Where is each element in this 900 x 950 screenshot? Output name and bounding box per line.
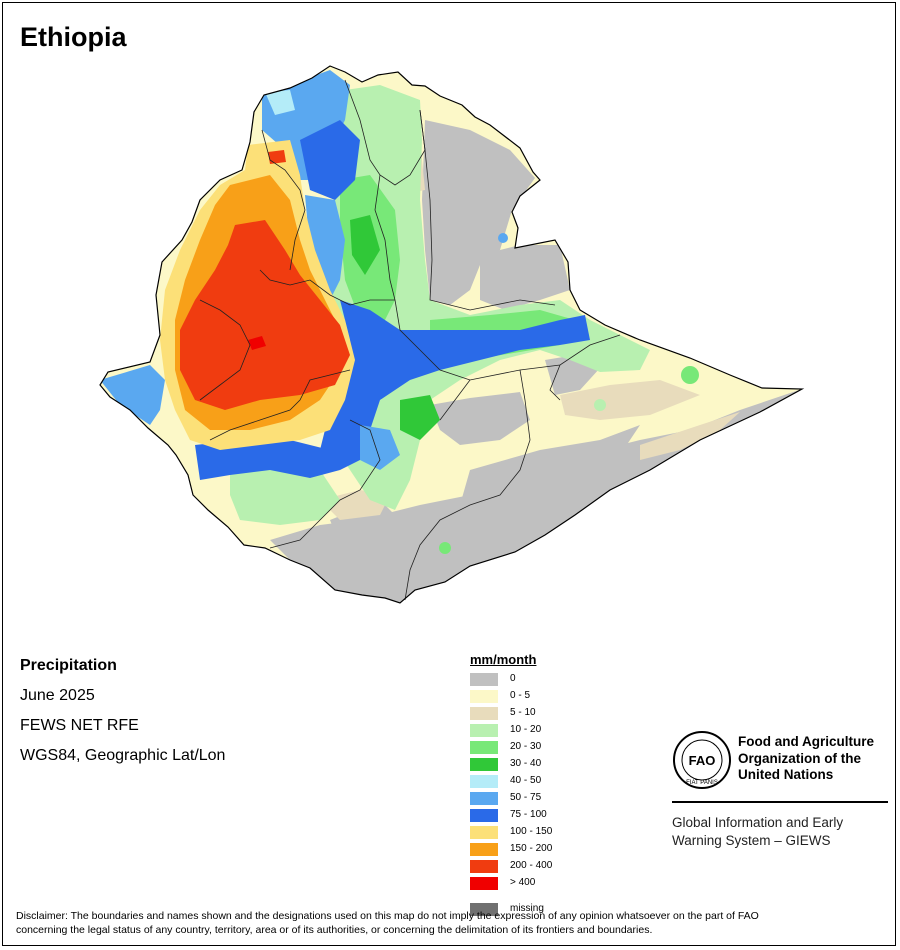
zone-zero-afar (422, 120, 535, 305)
legend-swatch (470, 741, 498, 754)
region-boundaries (199, 79, 621, 601)
speck-east2 (594, 399, 606, 411)
zone-10-20-sw (230, 465, 340, 525)
legend-swatch (470, 843, 498, 856)
zone-over-400 (248, 336, 266, 350)
fao-name-line1: Food and Agriculture (738, 734, 874, 749)
zone-5-10-east (560, 380, 700, 420)
legend-label: 20 - 30 (510, 741, 542, 752)
legend-label: 30 - 40 (510, 758, 542, 769)
giews-name: Global Information and Early Warning Sys… (672, 814, 888, 850)
zone-5-10-se (640, 412, 740, 460)
fao-logo-icon: FAO FIAT PANIS (673, 731, 731, 789)
zone-50-75-south (360, 425, 400, 470)
legend-label: 50 - 75 (510, 792, 542, 803)
zone-200-400 (180, 220, 350, 410)
legend-label: 10 - 20 (510, 724, 542, 735)
fao-name: Food and Agriculture Organization of the… (738, 734, 898, 784)
zone-zero-east (480, 245, 570, 310)
legend-swatch (470, 707, 498, 720)
rainfall-raster (100, 66, 802, 603)
disclaimer: Disclaimer: The boundaries and names sho… (16, 909, 886, 937)
legend-label: missing (510, 903, 544, 914)
fao-name-line2: Organization of the (738, 750, 861, 766)
zone-30-40-south (400, 395, 440, 440)
legend-label: 75 - 100 (510, 809, 547, 820)
giews-line1: Global Information and Early (672, 815, 844, 830)
speck-south (439, 542, 451, 554)
speck-afar (498, 233, 508, 243)
zone-75-100-north (300, 120, 360, 200)
zone-50-75-gambela (100, 365, 165, 425)
legend-label: 0 (510, 673, 516, 684)
fao-logo-text: FAO (689, 753, 716, 768)
legend-swatch (470, 792, 498, 805)
fao-name-line3: United Nations (738, 767, 834, 782)
zone-40-50 (265, 90, 295, 115)
fao-divider (672, 801, 888, 803)
legend-swatch (470, 809, 498, 822)
giews-line2: Warning System – GIEWS (672, 833, 831, 848)
zone-200-400-north (268, 150, 286, 164)
legend-swatch (470, 724, 498, 737)
map-period: June 2025 (20, 687, 95, 704)
legend-swatch (470, 690, 498, 703)
legend-label: > 400 (510, 877, 536, 888)
country-outline (99, 65, 805, 604)
legend-label: 0 - 5 (510, 690, 531, 701)
map-source: FEWS NET RFE (20, 717, 139, 734)
legend-swatch (470, 903, 498, 916)
legend-title: mm/month (470, 652, 537, 667)
legend-swatch (470, 775, 498, 788)
legend-swatch (470, 877, 498, 890)
map-title: Ethiopia (20, 22, 127, 52)
legend-swatch (470, 860, 498, 873)
fao-logo-motto: FIAT PANIS (686, 780, 718, 786)
zone-75-100-central (320, 300, 590, 470)
legend-label: 40 - 50 (510, 775, 542, 786)
legend-label: 200 - 400 (510, 860, 553, 871)
disclaimer-line1: Disclaimer: The boundaries and names sho… (16, 910, 759, 922)
zone-30-40 (350, 215, 380, 275)
speck-east (681, 366, 699, 384)
zone-zero-ogaden (460, 425, 640, 505)
legend-swatch (470, 673, 498, 686)
zone-zero-central (430, 392, 530, 445)
legend-swatch (470, 758, 498, 771)
legend-label: 5 - 10 (510, 707, 536, 718)
zone-75-100-south (195, 440, 340, 480)
legend-label: 150 - 200 (510, 843, 553, 854)
legend-swatch (470, 826, 498, 839)
map-variable: Precipitation (20, 657, 117, 674)
legend-label: 100 - 150 (510, 826, 553, 837)
zone-zero-sw (330, 500, 400, 545)
map-projection: WGS84, Geographic Lat/Lon (20, 747, 226, 764)
disclaimer-line2: concerning the legal status of any count… (16, 924, 653, 936)
